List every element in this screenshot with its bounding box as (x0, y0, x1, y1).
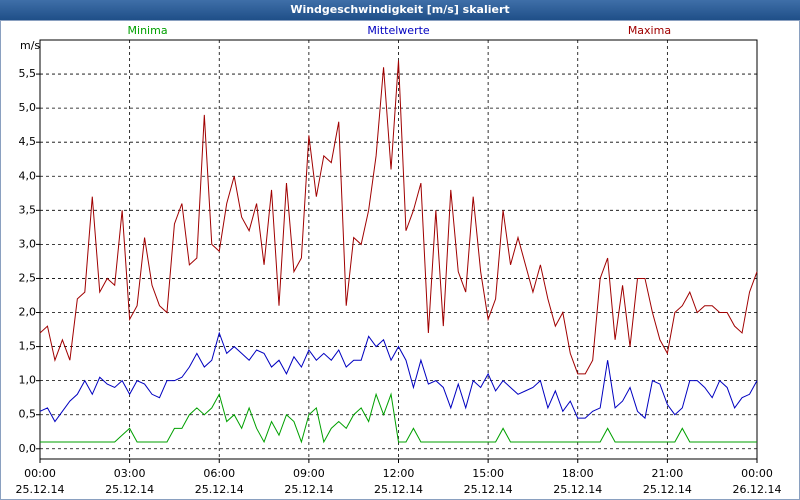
y-tick-label: 5,5 (19, 67, 37, 80)
x-tick-label: 00:00 26.12.14 (732, 467, 782, 496)
y-tick-label: 3,0 (19, 237, 37, 250)
y-tick-label: 1,0 (19, 374, 37, 387)
y-tick-label: 2,5 (19, 271, 37, 284)
x-tick-label: 18:00 25.12.14 (553, 467, 603, 496)
y-tick-label: 5,0 (19, 101, 37, 114)
y-tick-label: 3,5 (19, 203, 37, 216)
x-tick-label: 09:00 25.12.14 (284, 467, 334, 496)
legend-label: Mittelwerte (367, 24, 430, 37)
y-tick-label: 2,0 (19, 306, 37, 319)
data-line (39, 331, 758, 423)
y-axis-label: m/s (20, 39, 40, 52)
x-tick-label: 21:00 25.12.14 (642, 467, 692, 496)
y-tick-label: 0,0 (19, 442, 37, 455)
x-tick-label: 06:00 25.12.14 (194, 467, 244, 496)
data-line (40, 392, 757, 444)
y-tick-label: 4,0 (19, 169, 37, 182)
x-tick-label: 03:00 25.12.14 (105, 467, 155, 496)
y-tick-label: 0,5 (19, 408, 37, 421)
y-tick-label: 4,5 (19, 135, 37, 148)
y-tick-label: 1,5 (19, 340, 37, 353)
legend-label: Maxima (628, 24, 671, 37)
x-tick-label: 12:00 25.12.14 (374, 467, 423, 496)
chart-title: Windgeschwindigkeit [m/s] skaliert (0, 0, 800, 20)
x-tick-label: 00:00 25.12.14 (15, 467, 65, 496)
legend-label: Minima (128, 24, 168, 37)
data-line (39, 60, 758, 375)
x-tick-label: 15:00 25.12.14 (463, 467, 513, 496)
